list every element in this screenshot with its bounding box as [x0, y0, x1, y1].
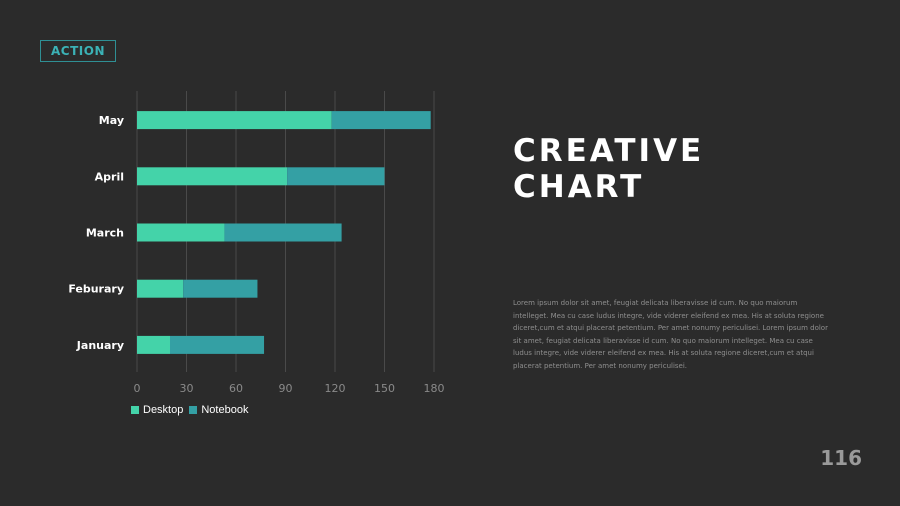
category-label-feburary: Feburary	[68, 283, 124, 296]
bar-notebook-april	[287, 167, 385, 186]
x-tick-label-150: 150	[374, 382, 395, 395]
slide-title-line-1: CREATIVE	[513, 133, 705, 169]
x-tick-label-30: 30	[180, 382, 194, 395]
page-number: 116	[820, 446, 862, 470]
logo: ACTION	[40, 40, 116, 62]
body-paragraph: Lorem ipsum dolor sit amet, feugiat deli…	[513, 299, 828, 370]
x-tick-label-90: 90	[279, 382, 293, 395]
bar-notebook-may	[331, 111, 431, 130]
slide-title: CREATIVE CHART	[513, 133, 704, 205]
legend-item-desktop: Desktop	[131, 404, 183, 416]
category-label-april: April	[95, 170, 124, 183]
legend-swatch-desktop	[131, 406, 139, 414]
logo-text: ACTION	[51, 44, 105, 58]
slide-title-line-2: CHART	[513, 169, 645, 205]
x-tick-label-0: 0	[134, 382, 141, 395]
legend-label-desktop: Desktop	[143, 404, 184, 416]
bar-notebook-january	[170, 335, 265, 354]
chart-legend: Desktop Notebook	[131, 404, 254, 416]
bar-desktop-january	[137, 335, 170, 354]
category-label-january: January	[76, 339, 124, 352]
bar-notebook-feburary	[183, 279, 258, 298]
legend-swatch-notebook	[189, 406, 198, 414]
bar-desktop-march	[137, 223, 225, 242]
legend-item-notebook: Notebook	[189, 404, 248, 416]
bar-desktop-april	[137, 167, 288, 186]
category-label-march: March	[86, 227, 124, 240]
bar-desktop-feburary	[137, 279, 184, 298]
x-tick-label-60: 60	[229, 382, 243, 395]
bar-notebook-march	[224, 223, 342, 242]
x-tick-label-120: 120	[325, 382, 346, 395]
x-tick-label-180: 180	[424, 382, 445, 395]
bar-desktop-may	[137, 111, 332, 130]
legend-label-notebook: Notebook	[201, 404, 249, 416]
category-label-may: May	[99, 114, 124, 127]
